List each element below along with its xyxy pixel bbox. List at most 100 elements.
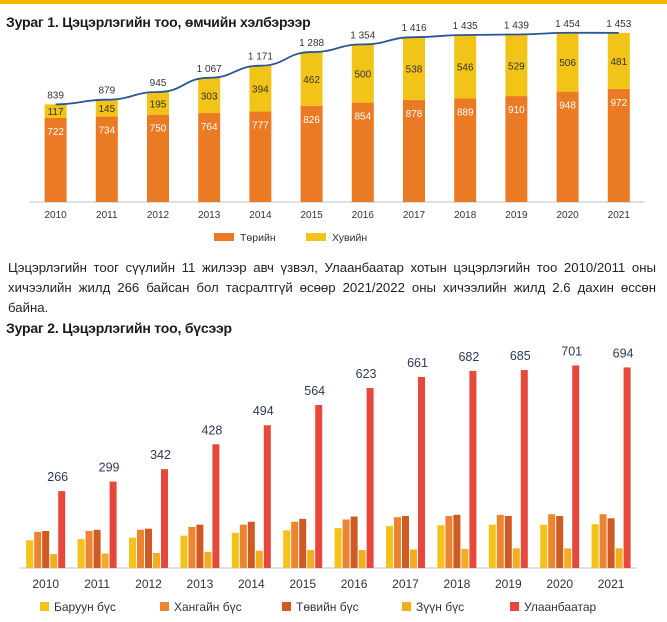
chart2-tick-label: 2010 — [32, 577, 59, 591]
chart2-label-ulaanbaatar: 623 — [356, 367, 377, 381]
chart2-bar-west — [77, 539, 85, 568]
chart2-bar-west — [26, 540, 34, 568]
chart2-bar-central — [402, 515, 409, 568]
chart2-title: Зураг 2. Цэцэрлэгийн тоо, бүсээр — [6, 320, 232, 336]
chart1-bar-state — [300, 105, 323, 202]
chart2-legend-west: Баруун бүс — [54, 600, 116, 614]
chart2-label-ulaanbaatar: 564 — [304, 384, 325, 398]
chart2-bar-ulaanbaatar — [366, 387, 374, 568]
chart1-label-private: 546 — [457, 63, 474, 74]
chart1-label-state: 734 — [98, 126, 115, 137]
chart1-bar-state — [44, 117, 67, 202]
chart2-bar-east — [153, 552, 160, 568]
chart2-bar-west — [591, 524, 599, 568]
chart2-tick-label: 2017 — [392, 577, 419, 591]
chart2-bar-khangai — [291, 521, 299, 568]
chart2-bar-central — [299, 518, 307, 568]
chart1-total-line — [55, 31, 619, 106]
chart2-bar-west — [488, 524, 496, 568]
chart2-tick-label: 2013 — [187, 577, 214, 591]
chart2-bar-central — [42, 531, 50, 568]
chart1-label-state: 826 — [303, 115, 320, 126]
chart2-bar-khangai — [394, 517, 401, 568]
chart2-bar-khangai — [445, 515, 453, 568]
chart1-bar-private — [556, 32, 579, 92]
chart1-label-state: 972 — [610, 98, 627, 109]
chart1-tick-label: 2014 — [249, 210, 272, 221]
chart2-tick-label: 2016 — [341, 577, 368, 591]
chart1-bar-private — [351, 44, 374, 103]
chart2-bar-central — [504, 515, 512, 568]
chart2-bar-khangai — [599, 514, 607, 568]
chart2-bar-khangai — [548, 514, 556, 568]
chart2-tick-label: 2018 — [444, 577, 471, 591]
chart1-label-private: 500 — [354, 69, 371, 80]
chart1-bar-state — [505, 96, 528, 202]
chart1-total-label: 1 067 — [197, 64, 222, 75]
chart2-bar-ulaanbaatar — [572, 365, 580, 568]
chart1-label-private: 538 — [406, 64, 423, 75]
chart2-bar-east — [564, 548, 572, 568]
chart1-bar-private — [249, 65, 272, 112]
chart2-bar-west — [129, 537, 136, 568]
chart1-total-label: 1 435 — [453, 21, 478, 32]
chart2-bar-east — [307, 550, 315, 568]
chart2-legend-ulaanbaatar-swatch — [510, 602, 519, 611]
chart1-tick-label: 2020 — [556, 210, 579, 221]
chart2-label-ulaanbaatar: 494 — [253, 404, 274, 418]
chart1-bar-private — [147, 92, 169, 115]
chart2-bar-east — [50, 554, 58, 568]
chart1-total-label: 1 454 — [555, 19, 580, 30]
chart2-label-ulaanbaatar: 682 — [458, 350, 479, 364]
chart1-tick-label: 2021 — [608, 210, 631, 221]
chart2-label-ulaanbaatar: 685 — [510, 349, 531, 363]
chart2-legend-west-swatch — [40, 602, 49, 611]
chart1-tick-label: 2016 — [352, 210, 375, 221]
chart2-bar-ulaanbaatar — [623, 367, 631, 568]
chart2-bar-khangai — [342, 519, 350, 568]
chart1-title: Зураг 1. Цэцэрлэгийн тоо, өмчийн хэлбэрэ… — [6, 14, 311, 30]
chart2-bar-east — [204, 551, 212, 568]
chart1-tick-label: 2012 — [147, 210, 170, 221]
chart2-bar-ulaanbaatar — [520, 370, 528, 568]
chart1-label-state: 854 — [354, 112, 371, 123]
chart1-bar-state — [454, 98, 477, 202]
chart2-legend-central: Төвийн бүс — [296, 600, 359, 614]
chart2-bar-ulaanbaatar — [58, 491, 66, 568]
chart1-label-private: 394 — [252, 85, 269, 96]
chart2-label-ulaanbaatar: 701 — [561, 344, 582, 358]
chart2-bar-khangai — [239, 524, 247, 568]
chart1-label-private: 145 — [98, 104, 115, 115]
chart1-legend-swatch-private — [306, 233, 326, 241]
chart2-bar-west — [437, 525, 445, 568]
chart1-bar-private — [607, 32, 630, 89]
chart2-bar-khangai — [137, 529, 144, 568]
chart2-bar-central — [145, 528, 152, 568]
chart2-bar-ulaanbaatar — [315, 405, 323, 568]
chart2-tick-label: 2019 — [495, 577, 522, 591]
chart1-label-state: 777 — [252, 121, 269, 132]
chart2-label-ulaanbaatar: 299 — [99, 461, 120, 475]
chart1-total-label: 1 354 — [350, 30, 375, 41]
chart1-bar-state — [403, 99, 425, 202]
chart2-bar-west — [334, 528, 342, 568]
chart2-bar-west — [386, 526, 393, 568]
chart2-tick-label: 2021 — [598, 577, 625, 591]
chart2-tick-label: 2015 — [289, 577, 316, 591]
chart2-legend-east-swatch — [402, 602, 411, 611]
chart1-label-private: 462 — [303, 75, 320, 86]
chart2-label-ulaanbaatar: 266 — [47, 470, 68, 484]
chart1-label-state: 948 — [559, 101, 576, 112]
chart1-legend-private: Хувийн — [332, 232, 367, 244]
chart2-bar-khangai — [34, 531, 42, 568]
chart2-bar-east — [358, 550, 366, 568]
chart1-bar-state — [351, 102, 374, 202]
chart2-bar-ulaanbaatar — [469, 370, 477, 568]
chart1-tick-label: 2013 — [198, 210, 221, 221]
chart2-label-ulaanbaatar: 428 — [201, 423, 222, 437]
chart2-bar-ulaanbaatar — [161, 469, 168, 568]
chart2-legend-khangai-swatch — [160, 602, 169, 611]
chart1-total-label: 1 288 — [299, 38, 324, 49]
chart2-bar-ulaanbaatar — [418, 376, 425, 568]
